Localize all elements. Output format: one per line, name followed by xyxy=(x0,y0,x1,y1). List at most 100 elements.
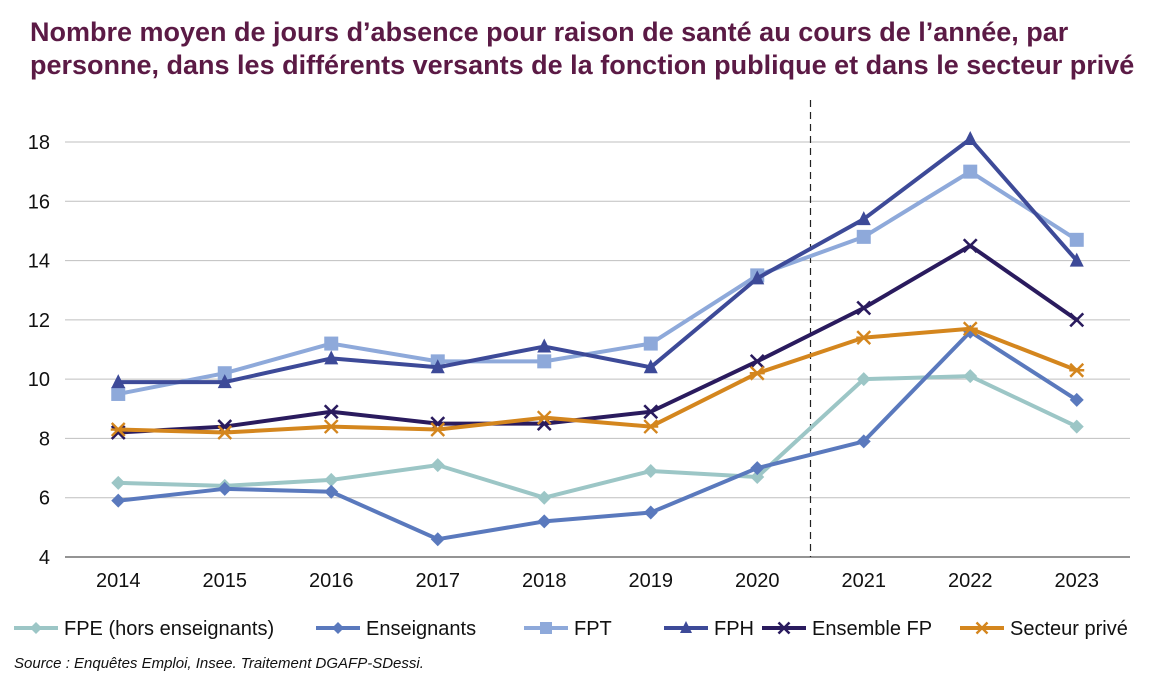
data-point-square xyxy=(537,354,552,369)
data-point-diamond xyxy=(750,461,765,476)
data-point-diamond xyxy=(324,472,339,487)
data-point-diamond xyxy=(537,490,552,505)
data-point-star xyxy=(643,419,659,434)
legend-label: FPT xyxy=(574,618,612,640)
series-fpt xyxy=(111,164,1084,401)
data-point-square xyxy=(217,366,232,381)
x-tick-label: 2015 xyxy=(203,570,248,592)
x-tick-label: 2020 xyxy=(735,570,780,592)
data-point-star xyxy=(536,410,552,426)
data-point-diamond xyxy=(963,369,978,384)
data-point-star xyxy=(962,321,978,337)
data-point-star xyxy=(975,621,989,635)
data-point-diamond xyxy=(217,481,232,496)
data-point-square xyxy=(856,229,871,244)
y-tick-label: 18 xyxy=(28,132,50,154)
data-point-square xyxy=(540,622,552,634)
series-enseignants xyxy=(111,324,1084,547)
y-tick-label: 8 xyxy=(39,428,50,450)
data-point-diamond xyxy=(1069,392,1084,407)
data-point-triangle xyxy=(430,359,445,374)
data-point-triangle xyxy=(537,338,552,353)
y-tick-label: 4 xyxy=(39,547,50,569)
x-tick-label: 2017 xyxy=(416,570,461,592)
series-line xyxy=(116,326,1079,435)
data-point-diamond xyxy=(430,532,445,547)
legend-label: Secteur privé xyxy=(1010,618,1128,640)
data-point-diamond xyxy=(111,475,126,490)
data-point-triangle xyxy=(111,374,126,389)
data-point-diamond xyxy=(332,622,344,634)
y-axis-tick-labels: 4 6 8 10 12 14 16 18 xyxy=(28,132,50,569)
series-line xyxy=(116,243,1079,435)
data-point-diamond xyxy=(750,469,765,484)
gridlines xyxy=(65,141,1130,558)
legend-item: FPH xyxy=(664,618,754,640)
data-point-square xyxy=(111,386,126,401)
data-point-star xyxy=(110,422,126,437)
x-tick-label: 2021 xyxy=(842,570,887,592)
source-note: Source : Enquêtes Emploi, Insee. Traitem… xyxy=(14,655,424,672)
data-point-diamond xyxy=(537,514,552,529)
series-line xyxy=(116,374,1079,500)
y-tick-label: 6 xyxy=(39,488,50,510)
legend-item: Secteur privé xyxy=(960,618,1128,640)
data-point-x xyxy=(777,621,791,635)
x-tick-label: 2019 xyxy=(629,570,674,592)
legend-label: Ensemble FP xyxy=(812,618,932,640)
data-point-triangle xyxy=(643,359,658,374)
x-tick-label: 2018 xyxy=(522,570,567,592)
x-axis-tick-labels: 2014 2015 2016 2017 2018 2019 2020 2021 2022 2023 xyxy=(96,570,1099,592)
data-point-x xyxy=(1069,312,1085,328)
legend-label: FPH xyxy=(714,618,754,640)
legend-item: FPT xyxy=(524,618,612,640)
data-point-diamond xyxy=(643,464,658,479)
data-point-star xyxy=(430,422,446,437)
data-point-x xyxy=(323,404,339,420)
data-point-square xyxy=(324,336,339,351)
data-point-diamond xyxy=(1069,419,1084,434)
data-point-x xyxy=(962,238,978,254)
data-point-diamond xyxy=(111,493,126,508)
x-tick-label: 2014 xyxy=(96,570,141,592)
legend-item: Enseignants xyxy=(316,618,476,640)
data-point-diamond xyxy=(856,372,871,387)
legend: FPE (hors enseignants) Enseignants FPT FPH E… xyxy=(14,618,1128,640)
series-line xyxy=(116,137,1079,385)
legend-item: FPE (hors enseignants) xyxy=(14,618,274,640)
series-ensemble-fp xyxy=(110,238,1085,440)
chart-title: Nombre moyen de jours d’absence pour rai… xyxy=(30,17,1135,80)
x-tick-label: 2022 xyxy=(948,570,993,592)
data-point-triangle xyxy=(750,270,765,285)
y-tick-label: 14 xyxy=(28,251,50,273)
series-fpe-hors-enseignants xyxy=(111,369,1084,505)
data-point-square xyxy=(643,336,658,351)
x-tick-label: 2023 xyxy=(1055,570,1100,592)
data-point-diamond xyxy=(30,622,42,634)
data-point-star xyxy=(749,365,765,381)
y-tick-label: 10 xyxy=(28,369,50,391)
y-tick-label: 12 xyxy=(28,310,50,332)
data-point-star xyxy=(1069,362,1085,378)
data-point-x xyxy=(643,404,659,420)
legend-item: Ensemble FP xyxy=(762,618,932,640)
data-point-triangle xyxy=(217,374,232,389)
y-tick-label: 16 xyxy=(28,191,50,213)
series-line xyxy=(116,329,1079,542)
data-point-x xyxy=(749,353,765,369)
series-line xyxy=(116,169,1079,396)
data-point-x xyxy=(856,300,872,316)
data-point-triangle xyxy=(963,131,978,146)
data-point-star xyxy=(217,425,233,440)
data-point-star xyxy=(323,419,339,434)
plot-series xyxy=(110,131,1085,547)
data-point-star xyxy=(856,330,872,345)
data-point-diamond xyxy=(430,458,445,473)
legend-label: FPE (hors enseignants) xyxy=(64,618,274,640)
data-point-triangle xyxy=(1069,252,1084,267)
data-point-diamond xyxy=(856,434,871,449)
data-point-diamond xyxy=(643,505,658,520)
data-point-square xyxy=(963,164,978,179)
series-secteur-priv xyxy=(110,321,1085,440)
